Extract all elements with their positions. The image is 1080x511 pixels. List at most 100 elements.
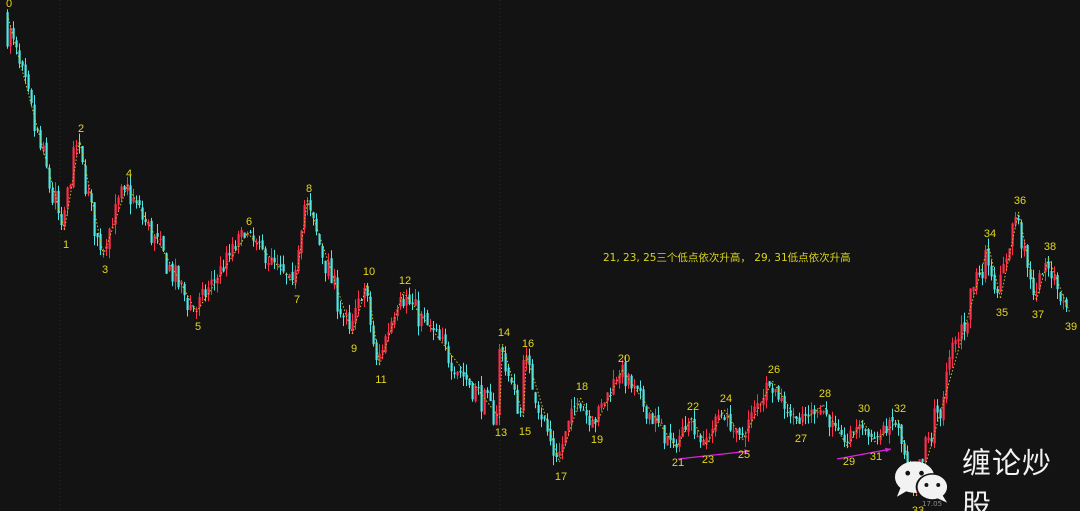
pivot-label: 11 (375, 374, 386, 386)
candle (306, 203, 309, 206)
candle (267, 263, 270, 265)
candle (75, 145, 78, 147)
candle (252, 235, 255, 241)
candle (435, 329, 438, 331)
pivot-label: 32 (894, 403, 906, 415)
pivot-label: 28 (819, 388, 831, 400)
candle (345, 314, 348, 317)
annotation-text: 21, 23, 25三个低点依次升高， 29, 31低点依次升高 (603, 252, 851, 264)
zigzag-segment (916, 244, 989, 497)
candle (720, 414, 723, 416)
candle (846, 441, 849, 444)
candle (96, 233, 99, 238)
candle (315, 218, 318, 232)
pivot-label: 25 (738, 449, 750, 461)
candle (972, 287, 975, 292)
candle (444, 334, 447, 345)
candle (414, 298, 417, 306)
pivot-label: 35 (996, 307, 1008, 319)
candle (48, 168, 51, 189)
candle (924, 437, 927, 462)
candle (24, 64, 27, 78)
candle (957, 338, 960, 342)
candle (795, 416, 798, 419)
candle (1011, 223, 1014, 247)
candle (264, 248, 267, 264)
candle (378, 353, 381, 360)
candle (669, 432, 672, 440)
candle (294, 270, 297, 284)
candle (987, 248, 990, 266)
candle (15, 40, 18, 48)
candle (72, 147, 75, 188)
candle (339, 309, 342, 315)
zigzag-segment (379, 291, 404, 366)
candle (684, 425, 687, 430)
candle (498, 349, 501, 416)
trend-arrow (677, 450, 751, 460)
candle (549, 429, 552, 442)
candle (765, 382, 768, 401)
candle (147, 222, 150, 226)
pivot-label: 6 (246, 216, 252, 228)
pivot-label: 19 (591, 434, 603, 446)
candle (381, 350, 384, 354)
candle (198, 297, 201, 308)
candle (156, 233, 159, 237)
candle (582, 409, 585, 411)
candle (348, 312, 351, 329)
candle (777, 386, 780, 400)
candle (126, 184, 129, 192)
candle (438, 329, 441, 340)
pivot-label: 18 (576, 381, 588, 393)
candle (774, 389, 777, 393)
candle (618, 375, 621, 384)
candle (615, 380, 618, 382)
candle (177, 265, 180, 288)
candle (165, 253, 168, 274)
candle (822, 410, 825, 413)
candle (45, 142, 48, 167)
candle (882, 425, 885, 435)
candle (150, 220, 153, 243)
candle (513, 383, 516, 390)
candle (786, 411, 789, 414)
candle (867, 429, 870, 437)
candle (783, 395, 786, 409)
candle (789, 410, 792, 417)
candle (1005, 258, 1008, 263)
candle (465, 374, 468, 380)
zigzag-segment (847, 419, 863, 448)
zigzag-segment (502, 343, 524, 418)
candle (480, 385, 483, 412)
candle (135, 200, 138, 204)
candle (432, 328, 435, 331)
zigzag-segment (307, 199, 353, 335)
candle (657, 414, 660, 423)
candle (231, 244, 234, 258)
candle (186, 298, 189, 310)
candle (216, 277, 219, 284)
candle (687, 423, 690, 432)
candle (561, 444, 564, 453)
candle (282, 264, 285, 272)
candle (600, 403, 603, 408)
candle (1065, 299, 1068, 307)
candle (42, 145, 45, 152)
pivot-label: 27 (795, 433, 807, 445)
candle (894, 423, 897, 425)
candle (936, 405, 939, 413)
candle (933, 408, 936, 444)
candle (672, 438, 675, 443)
candle (519, 411, 522, 413)
candle (354, 307, 357, 323)
candle (534, 392, 537, 404)
pivot-label: 33 (912, 505, 924, 511)
candle (450, 362, 453, 372)
candle (285, 273, 288, 275)
candle (372, 325, 375, 345)
candle (159, 238, 162, 241)
candle (459, 370, 462, 373)
candle (570, 408, 573, 425)
candle (1053, 276, 1056, 281)
